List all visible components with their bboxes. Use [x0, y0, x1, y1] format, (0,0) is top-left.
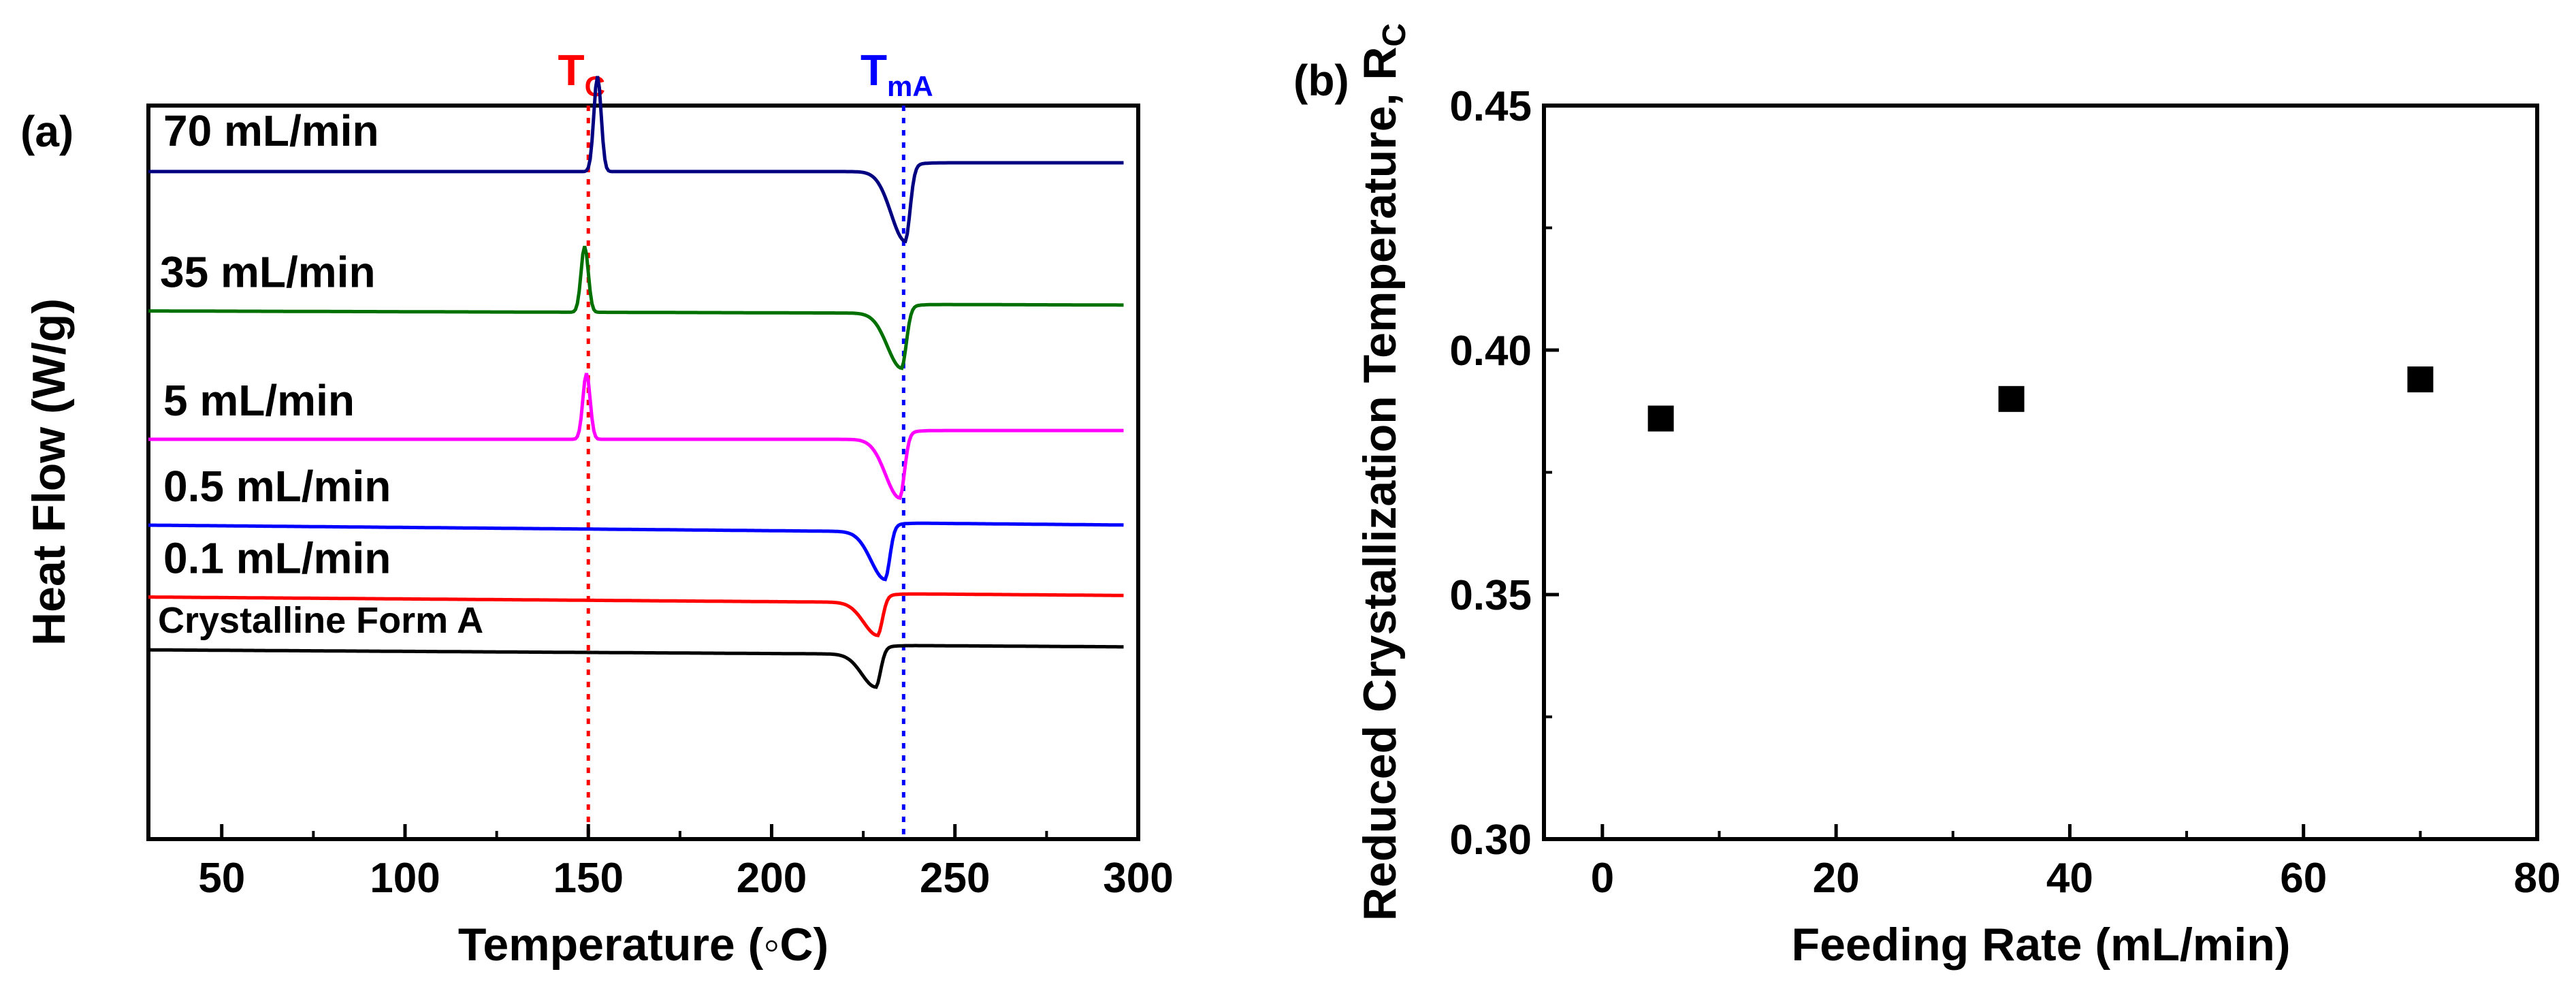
panel-a-curve-label-3: 0.5 mL/min	[163, 462, 391, 511]
panel-b-y-axis-label: Reduced Crystallization Temperature, RC	[1354, 23, 1413, 921]
panel-a-x-tick-label: 100	[370, 855, 440, 902]
panel-b-y-tick-label: 0.45	[1449, 83, 1532, 130]
panel-a-curve-2	[148, 373, 1124, 501]
panel-a: (a) TC TmA 70 mL/min 35 mL/min 5 mL/min 0.5 …	[20, 46, 1174, 971]
panel-b-x-tick-label: 60	[2280, 855, 2327, 902]
panel-b-points	[1647, 366, 2434, 432]
panel-b-plot-frame	[1542, 104, 2539, 841]
panel-a-curve-1	[148, 245, 1124, 371]
panel-a-curve-label-2: 5 mL/min	[163, 376, 355, 425]
panel-a-x-tick-label: 200	[737, 855, 807, 902]
panel-b-y-tick-label: 0.30	[1449, 817, 1532, 864]
panel-a-plot-frame	[146, 104, 1140, 841]
panel-a-curves: 70 mL/min 35 mL/min 5 mL/min 0.5 mL/min 0.1 …	[148, 76, 1124, 689]
panel-a-curve-label-5: Crystalline Form A	[158, 600, 483, 641]
panel-a-curve-4	[148, 592, 1124, 637]
panel-a-y-axis-label: Heat Flow (W/g)	[23, 298, 75, 646]
panel-a-curve-3	[148, 521, 1124, 582]
panel-a-x-tick-label: 300	[1103, 855, 1173, 902]
panel-a-curve-5	[148, 644, 1124, 689]
panel-a-curve-label-1: 35 mL/min	[160, 248, 376, 297]
panel-b-point-0	[1647, 405, 1674, 432]
panel-b-label: (b)	[1293, 56, 1349, 105]
panel-b-x-tick-label: 40	[2046, 855, 2093, 902]
panel-b-axes: 0 20 40 60 80 0.30 0.35 0.40 0.45	[1449, 83, 2560, 902]
panel-a-curve-label-0: 70 mL/min	[163, 106, 379, 155]
panel-b-y-tick-label: 0.35	[1449, 572, 1532, 619]
panel-a-x-axis-label: Temperature (◦C)	[458, 919, 828, 971]
panel-a-x-tick-label: 50	[198, 855, 245, 902]
panel-a-markers: TC TmA	[558, 46, 933, 839]
panel-b-y-axis-label-sub: C	[1376, 23, 1413, 47]
panel-a-x-axis: 50 100 150 200 250 300	[198, 824, 1174, 902]
panel-a-marker-label-mA: TmA	[860, 46, 933, 102]
panel-b-y-tick-label: 0.40	[1449, 328, 1532, 375]
panel-a-curve-0	[148, 76, 1124, 244]
panel-b-x-tick-label: 20	[1813, 855, 1860, 902]
panel-b-y-axis-label-main: Reduced Crystallization Temperature, R	[1354, 47, 1406, 922]
panel-a-x-tick-label: 250	[920, 855, 990, 902]
panel-a-x-tick-label: 150	[553, 855, 623, 902]
panel-b-x-tick-label: 80	[2514, 855, 2561, 902]
panel-b-point-1	[1998, 385, 2025, 412]
panel-a-label: (a)	[20, 107, 74, 156]
panel-a-curve-label-4: 0.1 mL/min	[163, 534, 391, 583]
panel-b: (b) 0 20 40 60 80 0.30 0.35 0.40 0.45 Feeding Ra…	[1293, 23, 2560, 971]
panel-b-x-tick-label: 0	[1591, 855, 1614, 902]
panel-b-x-axis-label: Feeding Rate (mL/min)	[1792, 919, 2291, 971]
panel-b-point-2	[2407, 366, 2434, 393]
